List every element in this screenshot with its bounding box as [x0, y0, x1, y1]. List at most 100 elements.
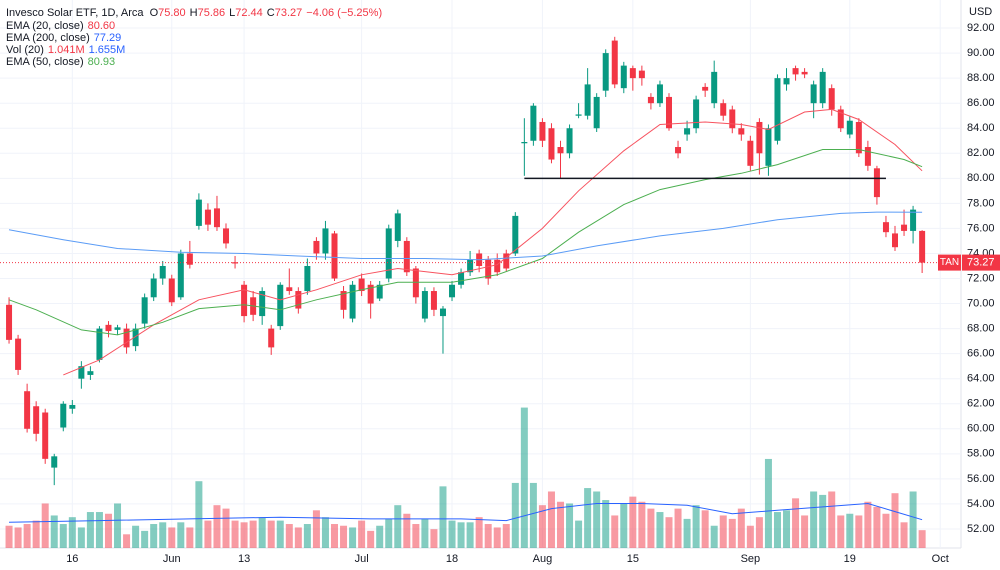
volume-bar [529, 482, 537, 548]
candle-body [132, 328, 139, 347]
volume-bar [855, 515, 863, 548]
volume-bar [719, 515, 727, 548]
volume-bar [5, 525, 13, 548]
volume-bar [683, 518, 691, 548]
volume-bar [249, 520, 257, 548]
volume-bar [638, 501, 646, 548]
volume-bar [593, 491, 601, 548]
volume-bar [665, 517, 673, 548]
candle-body [783, 78, 790, 85]
candle-body [340, 291, 347, 310]
candle-body [286, 287, 293, 292]
volume-bar [367, 530, 375, 548]
indicator-line [8, 502, 923, 523]
volume-bar [566, 503, 574, 548]
volume-bar [475, 517, 483, 548]
candle-body [557, 147, 564, 154]
legend-entry: EMA (20, close) 80.60 [6, 20, 115, 32]
x-tick-label: 19 [844, 553, 856, 565]
candle-body [548, 128, 555, 160]
candle-body [159, 265, 166, 279]
volume-bar [493, 527, 501, 548]
volume-bar [918, 530, 926, 548]
indicator-line [8, 149, 923, 336]
candle-body [24, 391, 31, 429]
volume-bar [77, 527, 85, 548]
volume-bar [484, 524, 492, 548]
y-tick-label: 86.00 [967, 97, 995, 109]
candle-body [485, 259, 492, 279]
volume-bar [674, 508, 682, 548]
candle-body [304, 265, 311, 292]
volume-bar [104, 513, 112, 548]
y-tick-label: 82.00 [967, 147, 995, 159]
indicator-line [63, 108, 923, 376]
candle-body [675, 147, 682, 154]
volume-bar [95, 512, 103, 548]
candle-body [647, 96, 654, 104]
candle-body [828, 88, 835, 110]
ohlc-value: 75.86 [198, 7, 226, 19]
legend-value: 80.93 [88, 56, 116, 68]
y-tick-label: 54.00 [967, 498, 995, 510]
symbol-label: TAN [940, 257, 959, 268]
volume-bar [828, 491, 836, 548]
volume-bar [159, 522, 167, 548]
candle-body [123, 328, 130, 348]
volume-bar [584, 488, 592, 548]
candle-body [539, 121, 546, 141]
volume-bar [620, 503, 628, 548]
volume-bar [394, 505, 402, 548]
volume-bar [23, 524, 31, 548]
candle-body [60, 403, 67, 428]
volume [5, 407, 926, 548]
volume-bar [755, 517, 763, 548]
candle-body [268, 328, 275, 348]
candle-body [566, 128, 573, 154]
candle-body [846, 120, 853, 135]
candle-body [6, 304, 13, 340]
candle-body [141, 297, 148, 324]
legend-value: 1.041M [48, 44, 85, 56]
volume-bar [195, 481, 203, 548]
currency: USD [969, 6, 992, 18]
volume-bar [168, 527, 176, 548]
candle-body [430, 291, 437, 310]
volume-bar [882, 513, 890, 548]
y-tick-label: 72.00 [967, 272, 995, 284]
candle-body [774, 78, 781, 141]
candle-body [864, 147, 871, 166]
volume-bar [511, 482, 519, 548]
candle-body [656, 84, 663, 104]
volume-bar [312, 510, 320, 548]
y-tick-label: 80.00 [967, 172, 995, 184]
volume-bar [846, 513, 854, 548]
candle-body [711, 71, 718, 104]
ohlc-key: C [267, 7, 275, 19]
volume-bar [602, 500, 610, 548]
y-tick-label: 78.00 [967, 197, 995, 209]
volume-bar [213, 505, 221, 548]
volume-bar [403, 513, 411, 548]
indicator-line [8, 211, 923, 261]
x-tick-label: Sep [741, 553, 761, 565]
candle-body [503, 253, 510, 269]
volume-bar [737, 508, 745, 548]
candle-body [394, 213, 401, 241]
candle-body [223, 228, 230, 244]
candle-body [693, 99, 700, 129]
legend: Invesco Solar ETF, 1D, Arca O75.80 H75.86 L… [6, 7, 382, 68]
volume-bar [575, 520, 583, 548]
candle-body [593, 96, 600, 129]
volume-bar [222, 508, 230, 548]
volume-bar [701, 510, 709, 548]
volume-bar [421, 518, 429, 548]
candle-body [584, 84, 591, 116]
candle-body [629, 68, 636, 79]
candle-body [729, 109, 736, 129]
x-tick-label: 18 [446, 553, 458, 565]
candle-body [702, 86, 709, 91]
candle-body [819, 71, 826, 104]
candle-body [186, 253, 193, 265]
volume-bar [349, 527, 357, 548]
